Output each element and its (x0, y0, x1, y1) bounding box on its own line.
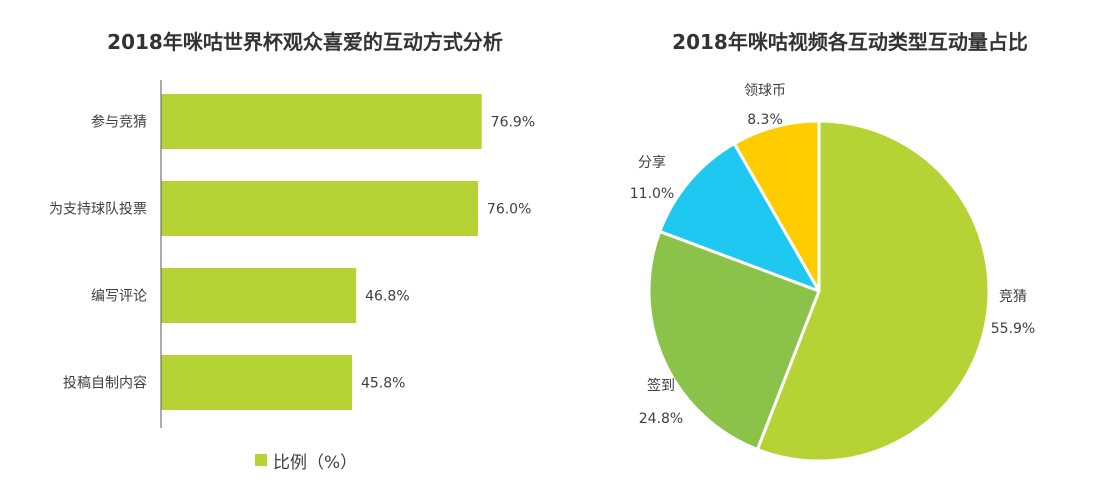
bar-chart-title: 2018年咪咕世界杯观众喜爱的互动方式分析 (107, 30, 503, 54)
bar-4 (161, 355, 352, 410)
legend-swatch (255, 454, 267, 466)
pie-slice-2 (647, 229, 821, 451)
category-label: 为支持球队投票 (49, 202, 147, 218)
bar-chart: 参与竞猜 76.9% 为支持球队投票 76.0% 编写评论 46.8% 投稿自制内容 45.8… (49, 80, 535, 428)
slice-name-label: 分享 (638, 154, 666, 171)
slice-value-label: 55.9% (991, 321, 1035, 337)
slice-value-label: 24.8% (639, 411, 683, 427)
value-label: 76.9% (491, 115, 535, 131)
value-label: 76.0% (487, 202, 531, 218)
category-label: 编写评论 (91, 289, 147, 305)
bar-1 (161, 94, 482, 149)
slice-name-label: 签到 (647, 377, 675, 394)
pie-slice-1 (755, 119, 991, 463)
category-label: 投稿自制内容 (63, 375, 147, 392)
bar-legend: 比例（%） (255, 448, 358, 473)
slice-name-label: 竞猜 (999, 288, 1027, 305)
pie-slice-3 (658, 142, 821, 293)
value-label: 45.8% (361, 376, 405, 392)
value-label: 46.8% (365, 289, 409, 305)
legend-label: 比例（%） (273, 452, 358, 473)
slice-name-label: 领球币 (744, 83, 786, 99)
slice-value-label: 8.3% (747, 112, 783, 128)
pie-slice-4 (732, 119, 821, 293)
pie-chart-title: 2018年咪咕视频各互动类型互动量占比 (672, 30, 1028, 54)
slice-value-label: 11.0% (630, 186, 674, 202)
bar-2 (161, 181, 478, 236)
category-label: 参与竞猜 (91, 114, 147, 131)
bar-3 (161, 268, 357, 323)
